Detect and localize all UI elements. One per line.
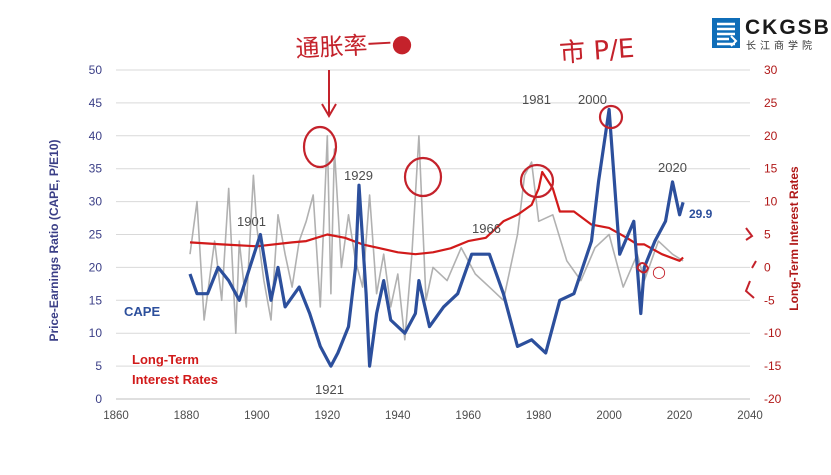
y2-tick-label: 5 bbox=[764, 228, 771, 242]
y-tick-label: 35 bbox=[89, 162, 103, 176]
ckgsb-logo-icon bbox=[712, 18, 740, 48]
chart-label: 29.9 bbox=[689, 207, 713, 221]
x-tick-label: 1880 bbox=[174, 410, 200, 422]
ckgsb-logo: CKGSB 长江商学院 bbox=[711, 16, 829, 56]
handwritten-circle bbox=[302, 125, 338, 169]
y-tick-label: 10 bbox=[89, 326, 103, 340]
handwritten-circle bbox=[598, 104, 624, 130]
handwritten-inflation-note: 通胀率一● bbox=[295, 29, 413, 63]
axes: 05101520253035404550-20-15-10-5051015202… bbox=[47, 63, 801, 422]
chart-label: 1921 bbox=[315, 382, 344, 397]
y-tick-label: 20 bbox=[89, 260, 103, 274]
x-tick-label: 2040 bbox=[737, 410, 763, 422]
chart-label: CAPE bbox=[124, 304, 160, 319]
y-axis-title: Price-Earnings Ratio (CAPE, P/E10) bbox=[47, 139, 61, 341]
y2-tick-label: -10 bbox=[764, 326, 782, 340]
handwritten-annotations: 通胀率一● 市 P/E ○ bbox=[295, 29, 757, 299]
x-tick-label: 1860 bbox=[103, 410, 129, 422]
y2-tick-label: -20 bbox=[764, 392, 782, 406]
chart-label: 1966 bbox=[472, 221, 501, 236]
x-tick-label: 1940 bbox=[385, 410, 411, 422]
x-tick-label: 1960 bbox=[455, 410, 481, 422]
chart-labels: CAPE Long-Term Interest Rates 1901 1921 1929 1… bbox=[124, 92, 713, 397]
y-tick-label: 5 bbox=[95, 359, 102, 373]
logo-wordmark: CKGSB bbox=[745, 16, 831, 39]
y-tick-label: 45 bbox=[89, 96, 103, 110]
chart-label: Interest Rates bbox=[132, 372, 218, 387]
chart-label: 1901 bbox=[237, 214, 266, 229]
y-tick-label: 25 bbox=[89, 228, 103, 242]
x-tick-label: 2000 bbox=[596, 410, 622, 422]
y-tick-label: 50 bbox=[89, 63, 103, 77]
y2-tick-label: 25 bbox=[764, 96, 778, 110]
handwritten-marks bbox=[744, 227, 757, 299]
y2-tick-label: -15 bbox=[764, 359, 782, 373]
y2-tick-label: 30 bbox=[764, 63, 778, 77]
handwritten-circle bbox=[519, 163, 555, 199]
y2-tick-label: 20 bbox=[764, 129, 778, 143]
y2-tick-label: -5 bbox=[764, 293, 775, 307]
x-tick-label: 1980 bbox=[526, 410, 552, 422]
y-tick-label: 30 bbox=[89, 195, 103, 209]
handwritten-circle bbox=[403, 156, 443, 198]
series-lines bbox=[188, 107, 685, 368]
pe-ratio-line bbox=[189, 135, 684, 341]
y2-tick-label: 0 bbox=[764, 260, 771, 274]
chart-label: 2000 bbox=[578, 92, 607, 107]
x-tick-label: 1920 bbox=[315, 410, 341, 422]
cape-line bbox=[188, 107, 685, 368]
chart-label: 1929 bbox=[344, 168, 373, 183]
y-tick-label: 40 bbox=[89, 129, 103, 143]
y2-tick-label: 10 bbox=[764, 195, 778, 209]
chart-label: 1981 bbox=[522, 92, 551, 107]
handwritten-pe-note: 市 P/E bbox=[558, 34, 635, 69]
handwritten-small-circle: ○ bbox=[652, 262, 666, 281]
x-tick-label: 1900 bbox=[244, 410, 270, 422]
handwritten-arrow bbox=[321, 70, 337, 118]
y-tick-label: 15 bbox=[89, 293, 103, 307]
y2-axis-title: Long-Term Interest Rates bbox=[787, 166, 801, 311]
handwritten-circle bbox=[636, 262, 650, 274]
y2-tick-label: 15 bbox=[764, 162, 778, 176]
y-tick-label: 0 bbox=[95, 392, 102, 406]
chart-label: 2020 bbox=[658, 160, 687, 175]
chart-label: Long-Term bbox=[132, 352, 199, 367]
logo-subtitle: 长江商学院 bbox=[746, 41, 816, 52]
x-tick-label: 2020 bbox=[667, 410, 693, 422]
